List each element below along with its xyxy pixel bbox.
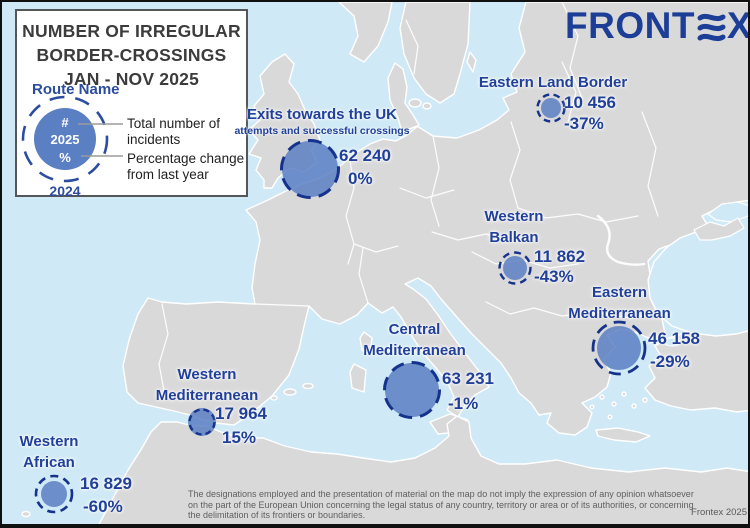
route-subtitle-exits-towards-uk: attempts and successful crossings (234, 125, 410, 137)
bubble-2025 (385, 363, 439, 417)
route-total-central-mediterranean: 63 231 (442, 369, 494, 388)
land-corsica (359, 331, 373, 355)
land-danish-isles-2 (422, 102, 432, 110)
bubble-2025 (188, 408, 216, 436)
logo-text-left: FRONT (565, 5, 695, 46)
legend-percent-label: Percentage change from last year (127, 151, 245, 182)
landmasses (21, 2, 748, 524)
route-label-western-african: Western African (19, 433, 79, 471)
ring-2024 (34, 474, 74, 514)
route-change-eastern-land-border: -37% (564, 114, 604, 133)
disclaimer-line-3: the delimitation of its frontiers or bou… (188, 510, 366, 520)
bubble-2025 (541, 98, 561, 118)
land-aegean-islet (611, 401, 617, 407)
land-ibiza (270, 395, 278, 401)
route-label-western-mediterranean: Western Mediterranean (155, 366, 259, 404)
land-mainland-europe (122, 2, 748, 436)
route-total-western-mediterranean: 17 964 (215, 404, 267, 423)
land-crete (595, 427, 651, 443)
marker-western-balkan (498, 251, 532, 285)
land-gotland (466, 51, 477, 73)
route-markers (34, 93, 647, 514)
ring-2024 (498, 251, 532, 285)
route-change-eastern-mediterranean: -29% (650, 352, 690, 371)
route-label-eastern-mediterranean: Eastern Mediterranean (568, 284, 671, 322)
route-label-western-balkan: Western Balkan (484, 208, 544, 246)
bubble-2025 (503, 256, 527, 280)
title-line-1: NUMBER OF IRREGULAR (22, 21, 241, 41)
land-aegean-islet (607, 414, 613, 420)
frontex-wave-e-icon (697, 13, 726, 41)
frontex-credit: Frontex 2025 (691, 507, 747, 518)
land-north-africa (98, 415, 748, 524)
marker-eastern-land-border (536, 93, 566, 123)
logo-text-right: X (726, 5, 750, 46)
land-crimea (693, 217, 745, 241)
sea-of-azov (706, 201, 748, 223)
route-label-eastern-land-border: Eastern Land Border (478, 74, 628, 91)
title-line-2: BORDER-CROSSINGS (36, 45, 227, 65)
ring-2024 (536, 93, 566, 123)
ring-2024 (188, 408, 216, 436)
ring-2024 (280, 139, 340, 199)
legend-year-previous: 2024 (49, 183, 81, 199)
land-sardinia (349, 363, 367, 393)
marker-eastern-mediterranean (591, 320, 647, 376)
legend-year-current: 2025 (50, 132, 80, 147)
frontex-logo: FRONT X (565, 5, 750, 46)
title-line-3: JAN - NOV 2025 (63, 69, 200, 89)
country-borders (158, 2, 659, 397)
land-sweden (399, 2, 471, 104)
map-disclaimer: The designations employed and the presen… (188, 489, 733, 521)
marker-central-mediterranean (383, 361, 441, 419)
danube-river (596, 214, 646, 266)
route-change-central-mediterranean: -1% (448, 394, 479, 413)
route-total-exits-towards-uk: 62 240 (339, 146, 391, 165)
route-total-eastern-land-border: 10 456 (564, 93, 616, 112)
land-madeira (21, 510, 31, 518)
route-total-western-african: 16 829 (80, 474, 132, 493)
disclaimer-line-2: on the part of the European Union concer… (188, 499, 694, 510)
route-label-exits-towards-uk: Exits towards the UK (246, 106, 398, 123)
ring-2024 (591, 320, 647, 376)
route-change-western-mediterranean: 15% (222, 428, 257, 447)
sea-of-marmara (663, 337, 681, 347)
legend-symbol (21, 95, 123, 183)
bubble-2025 (597, 326, 641, 370)
route-change-western-african: -60% (83, 497, 123, 516)
land-menorca (302, 382, 314, 390)
bubble-2025 (41, 481, 67, 507)
legend-total-label: Total number of incidents (127, 116, 221, 147)
land-aegean-islet (599, 394, 605, 400)
black-sea-group (647, 199, 748, 347)
route-change-exits-towards-uk: 0% (348, 169, 373, 188)
land-norway (338, 2, 393, 63)
legend-panel: NUMBER OF IRREGULAR BORDER-CROSSINGS JAN… (15, 9, 248, 199)
bubble-2025 (282, 141, 338, 197)
land-aegean-islet (631, 403, 637, 409)
route-label-central-mediterranean: Central Mediterranean (363, 321, 466, 359)
marker-western-mediterranean (188, 408, 216, 436)
route-change-western-balkan: -43% (534, 267, 574, 286)
ring-2024 (383, 361, 441, 419)
land-mallorca (283, 388, 297, 396)
route-total-western-balkan: 11 862 (534, 247, 586, 266)
page-title: NUMBER OF IRREGULAR BORDER-CROSSINGS JAN… (17, 19, 246, 91)
legend-ring-2024 (21, 95, 109, 183)
disclaimer-line-1: The designations employed and the presen… (188, 489, 694, 499)
land-aegean-islet (589, 404, 595, 410)
land-aegean-islet (642, 397, 648, 403)
marker-exits-towards-uk (280, 139, 340, 199)
land-aegean-islet (621, 391, 627, 397)
land-danish-isles (408, 98, 422, 108)
marker-western-african (34, 474, 74, 514)
legend-route-name-label: Route Name (32, 81, 120, 98)
legend-percent-symbol: % (59, 150, 71, 165)
route-total-eastern-mediterranean: 46 158 (648, 329, 700, 348)
legend-hash-symbol: # (61, 115, 69, 130)
